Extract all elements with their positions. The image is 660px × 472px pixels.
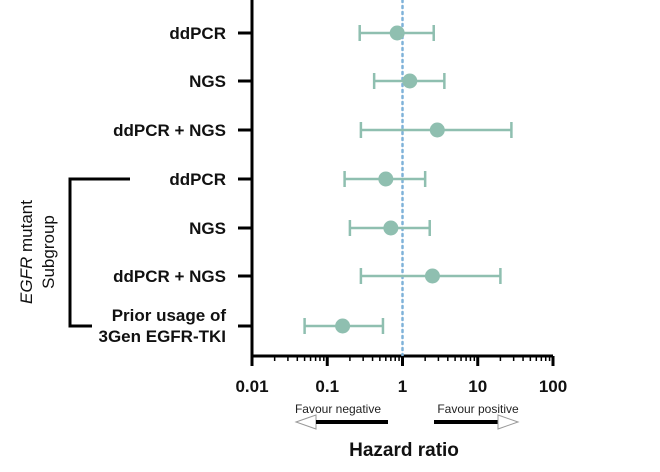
- group-label-line2: Subgroup: [39, 215, 58, 289]
- x-tick-label: 100: [539, 377, 567, 396]
- row-label: ddPCR + NGS: [113, 267, 226, 286]
- hr-point: [383, 220, 399, 236]
- favour-negative-arrowhead: [294, 414, 317, 430]
- hr-point: [378, 171, 394, 187]
- x-tick-label: 0.1: [315, 377, 339, 396]
- group-label-line1: EGFR mutant: [17, 200, 36, 304]
- favour-negative-label: Favour negative: [295, 402, 381, 416]
- group-label-italic: EGFR: [17, 257, 36, 304]
- hr-point: [389, 25, 405, 41]
- hr-point: [335, 318, 351, 334]
- row-label-line2: 3Gen EGFR-TKI: [98, 327, 226, 346]
- x-tick-label: 10: [468, 377, 487, 396]
- hr-point: [424, 268, 440, 284]
- hr-point: [429, 122, 445, 138]
- row-label: ddPCR: [169, 170, 226, 189]
- row-label: NGS: [189, 219, 226, 238]
- favour-positive-label: Favour positive: [437, 402, 519, 416]
- x-tick-label: 1: [398, 377, 407, 396]
- x-ticks-layer: 0.01 0.1 1 10 100: [235, 356, 567, 396]
- row-label: ddPCR + NGS: [113, 121, 226, 140]
- x-tick-label: 0.01: [235, 377, 268, 396]
- group-bracket: [68, 177, 130, 328]
- x-axis-title: Hazard ratio: [349, 440, 459, 461]
- favour-positive-arrowhead: [497, 414, 520, 430]
- row-label: NGS: [189, 72, 226, 91]
- group-label-rest: mutant: [17, 200, 36, 257]
- row-label: Prior usage of: [112, 306, 227, 325]
- row-label: ddPCR: [169, 24, 226, 43]
- hr-point: [402, 73, 418, 89]
- rows-layer: ddPCR NGS ddPCR + NGS ddPCR NGS ddPCR + NGS Pr…: [98, 24, 513, 346]
